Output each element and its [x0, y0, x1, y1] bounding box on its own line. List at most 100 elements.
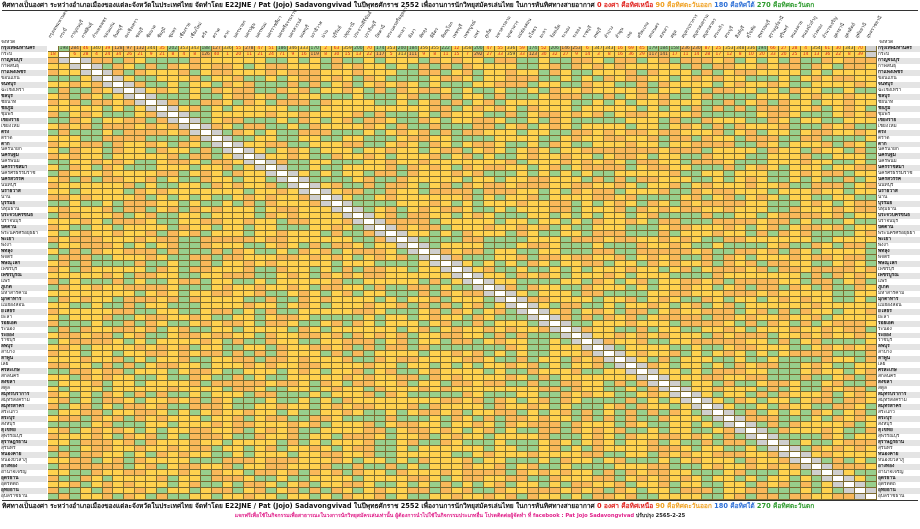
matrix-cell: 28: [702, 51, 714, 58]
column-header: เพชรบุรี: [451, 11, 463, 41]
matrix-cell: [287, 87, 299, 94]
matrix-cell: [647, 81, 659, 88]
matrix-cell: [178, 141, 190, 148]
matrix-cell: 36: [626, 51, 638, 58]
matrix-cell: [767, 105, 779, 112]
matrix-cell: [855, 93, 867, 100]
matrix-cell: [833, 141, 845, 148]
matrix-cell: [800, 105, 812, 112]
matrix-cell: [844, 105, 856, 112]
row-label: มุกดาหาร: [1, 296, 47, 303]
matrix-cell: [69, 105, 81, 112]
matrix-cell: [506, 111, 518, 118]
matrix-cell: [69, 135, 81, 142]
matrix-cell: [113, 87, 125, 94]
title-text: ทิศทางเป็นองศา ระหว่างอำเภอเมืองของแต่ละ…: [2, 1, 595, 9]
matrix-cell: [735, 69, 747, 76]
matrix-cell: [277, 129, 288, 136]
matrix-cell: [855, 141, 867, 148]
matrix-cell: [451, 111, 463, 118]
matrix-cell: [353, 111, 365, 118]
column-header: นครสวรรค์: [288, 11, 304, 41]
matrix-cell: [833, 135, 845, 142]
matrix-cell: [560, 93, 572, 100]
matrix-cell: [309, 87, 321, 94]
matrix-cell: [69, 159, 81, 166]
matrix-cell: [211, 159, 223, 166]
matrix-cell: [593, 63, 605, 70]
matrix-cell: [713, 93, 725, 100]
matrix-cell: 14: [582, 51, 594, 58]
matrix-cell: [298, 153, 310, 160]
matrix-cell: [560, 147, 572, 154]
matrix-cell: [309, 93, 321, 100]
matrix-cell: [560, 111, 572, 118]
matrix-cell: [277, 75, 288, 82]
matrix-cell: [746, 99, 757, 106]
row-label: พัทลุง: [1, 248, 47, 255]
row-label: พังงา: [1, 242, 12, 248]
matrix-cell: [593, 87, 605, 94]
matrix-cell: [495, 57, 507, 64]
matrix-cell: [266, 105, 278, 112]
matrix-cell: [822, 87, 834, 94]
matrix-cell: [407, 57, 419, 64]
matrix-cell: [473, 87, 485, 94]
column-header: ร้อยเอ็ด: [550, 11, 562, 41]
matrix-cell: [822, 153, 834, 160]
matrix-cell: [113, 153, 125, 160]
matrix-cell: 194: [757, 46, 768, 52]
matrix-cell: [124, 105, 136, 112]
matrix-cell: [135, 147, 147, 154]
matrix-cell: [211, 75, 223, 82]
matrix-cell: [211, 123, 223, 130]
matrix-cell: [266, 69, 278, 76]
matrix-cell: [364, 111, 376, 118]
matrix-cell: [604, 81, 616, 88]
matrix-cell: [549, 153, 561, 160]
matrix-cell: [549, 141, 561, 148]
column-header-label: ชัยภูมิ: [156, 26, 168, 40]
matrix-cell: [189, 69, 201, 76]
matrix-cell: [658, 93, 670, 100]
matrix-cell-diagonal: [244, 153, 256, 160]
matrix-cell: [244, 147, 256, 154]
matrix-cell: [102, 81, 114, 88]
matrix-cell: [418, 93, 430, 100]
matrix-cell: [113, 99, 125, 106]
matrix-cell: [604, 99, 616, 106]
matrix-cell: [364, 75, 376, 82]
matrix-cell: [702, 81, 714, 88]
matrix-cell: [571, 57, 583, 64]
matrix-cell: [647, 117, 659, 124]
matrix-cell: [560, 81, 572, 88]
matrix-cell: [637, 63, 648, 70]
row-label: ตรัง: [1, 129, 47, 136]
matrix-cell: [735, 111, 747, 118]
matrix-cell: [189, 111, 201, 118]
matrix-cell: [658, 111, 670, 118]
row-label: สุโขทัย: [1, 428, 47, 434]
column-header-label: ตรัง: [200, 30, 209, 40]
matrix-cell: [702, 93, 714, 100]
matrix-cell: [146, 63, 158, 70]
column-header-label: แพร่: [473, 29, 483, 40]
column-header: กาญจนบุรี: [70, 11, 85, 41]
matrix-cell: [735, 99, 747, 106]
matrix-cell: [669, 99, 681, 106]
matrix-cell: [702, 117, 714, 124]
matrix-cell: [244, 87, 256, 94]
matrix-cell: [353, 123, 365, 130]
column-header-label: เลย: [626, 30, 635, 40]
matrix-cell: [484, 129, 496, 136]
matrix-cell: [866, 129, 877, 136]
matrix-cell: [593, 81, 605, 88]
matrix-cell: 146: [560, 46, 572, 52]
matrix-cell: [407, 63, 419, 70]
matrix-cell: [680, 147, 692, 154]
matrix-cell: [135, 75, 147, 82]
matrix-cell: [604, 129, 616, 136]
matrix-cell: [484, 135, 496, 142]
matrix-cell: [189, 129, 201, 136]
matrix-cell: [593, 93, 605, 100]
